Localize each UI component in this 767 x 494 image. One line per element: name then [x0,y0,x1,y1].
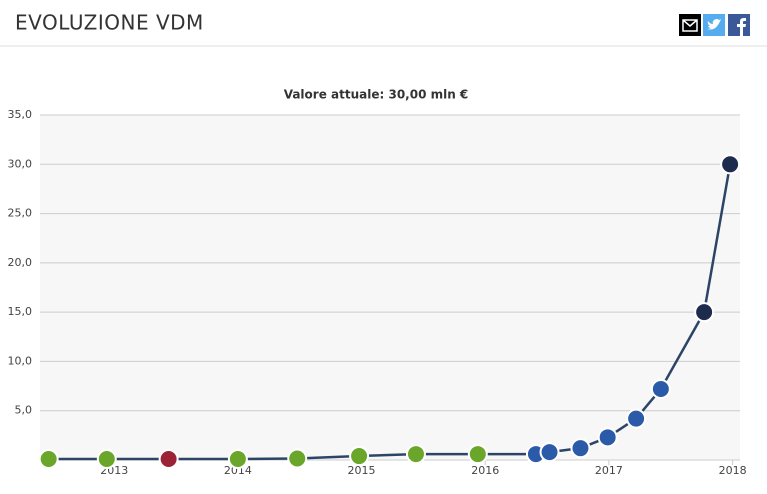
mail-glyph [682,19,698,32]
point-marker [227,449,248,470]
point-marker [626,408,647,429]
point-marker [570,438,591,459]
y-tick-label: 5,0 [15,404,33,417]
point-marker [597,427,618,448]
share-icons[interactable] [679,14,750,36]
plot-area [40,115,740,460]
y-tick-label: 15,0 [8,305,33,318]
x-tick-label: 2014 [224,464,252,477]
point-marker [694,302,715,323]
x-tick-label: 2015 [348,464,376,477]
x-tick-label: 2017 [595,464,623,477]
point-marker [720,154,741,175]
point-marker [349,446,370,467]
y-tick-label: 35,0 [8,108,33,121]
header-title: EVOLUZIONE VDM [15,11,204,35]
chart-title: Valore attuale: 30,00 mln € [284,88,469,102]
point-marker [467,444,488,465]
point-marker [96,449,117,470]
x-tick-label: 2016 [471,464,499,477]
twitter-glyph [707,19,721,30]
point-marker [650,379,671,400]
point-marker [539,442,560,463]
y-tick-label: 30,0 [8,157,33,170]
x-tick-label: 2018 [719,464,747,477]
point-marker [405,444,426,465]
point-marker [38,449,59,470]
y-tick-label: 10,0 [8,354,33,367]
point-marker [287,448,308,469]
facebook-glyph [737,18,746,36]
y-tick-label: 20,0 [8,256,33,269]
y-tick-label: 25,0 [8,207,33,220]
point-marker [158,449,179,470]
line [48,164,732,461]
